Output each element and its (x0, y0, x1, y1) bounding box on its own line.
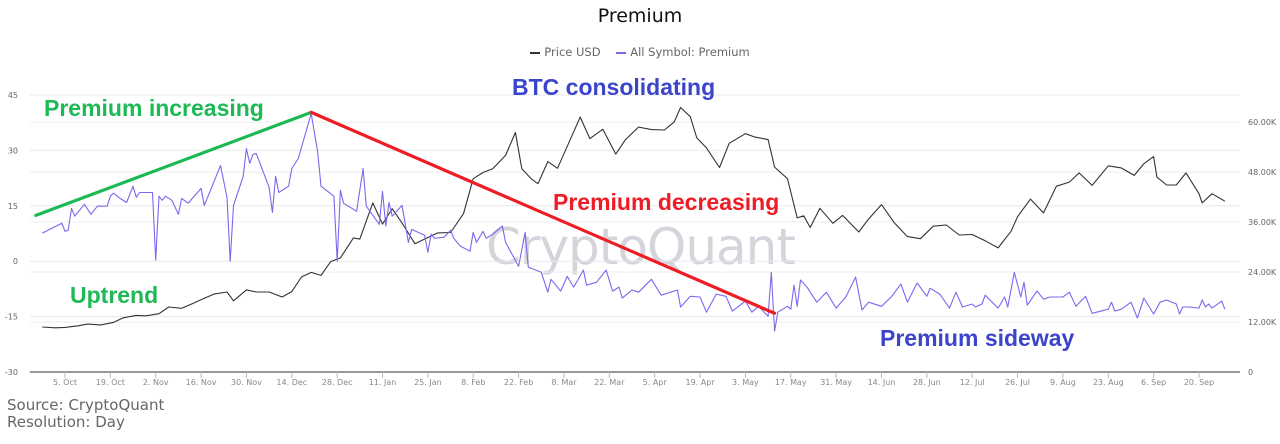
y-right-tick-label: 24.00K (1248, 268, 1277, 277)
x-tick-label: 8. Mar (551, 378, 577, 387)
source-text: Source: CryptoQuant (7, 396, 165, 414)
legend-item-premium[interactable]: All Symbol: Premium (616, 45, 750, 59)
y-left-tick-label: 15 (8, 202, 18, 211)
y-axis-left: 45 30 15 0 -15 -30 (5, 91, 18, 377)
x-tick-label: 31. May (820, 378, 852, 387)
resolution-text: Resolution: Day (7, 413, 125, 431)
annotation-premium-sideway: Premium sideway (880, 325, 1075, 351)
trend-lines (34, 110, 777, 315)
legend-label-premium: All Symbol: Premium (630, 45, 750, 59)
trend-line-increasing (34, 110, 313, 218)
legend: Price USD All Symbol: Premium (0, 45, 1280, 59)
legend-swatch-price (530, 51, 541, 54)
chart-footer: Source: CryptoQuant Resolution: Day (7, 397, 164, 431)
x-tick-label: 28. Jun (913, 378, 941, 387)
x-tick-label: 2. Nov (143, 378, 169, 387)
x-tick-label: 14. Dec (276, 378, 307, 387)
x-tick-label: 22. Mar (594, 378, 625, 387)
y-right-tick-label: 12.00K (1248, 318, 1277, 327)
y-axis-right: 60.00K 48.00K 36.00K 24.00K 12.00K 0 (1248, 118, 1277, 377)
series-line-price-usd (42, 106, 1226, 329)
x-tick-label: 11. Jan (369, 378, 397, 387)
x-tick-label: 17. May (775, 378, 807, 387)
y-right-tick-label: 48.00K (1248, 168, 1277, 177)
trend-line-decreasing (309, 110, 777, 315)
chart-title: Premium (597, 5, 683, 27)
x-tick-label: 9. Aug (1050, 378, 1076, 387)
y-left-tick-label: -15 (5, 313, 18, 322)
series-group (42, 106, 1226, 332)
x-tick-label: 5. Oct (53, 378, 77, 387)
annotation-premium-decreasing: Premium decreasing (553, 189, 780, 215)
legend-swatch-premium (616, 51, 627, 54)
y-left-tick-label: 45 (8, 91, 18, 100)
x-tick-label: 23. Aug (1093, 378, 1124, 387)
y-left-tick-label: 30 (8, 146, 18, 155)
x-tick-label: 30. Nov (231, 378, 262, 387)
x-tick-label: 12. Jul (960, 378, 985, 387)
legend-label-price: Price USD (544, 45, 601, 59)
x-tick-label: 3. May (732, 378, 759, 387)
x-tick-label: 26. Jul (1005, 378, 1030, 387)
annotation-premium-increasing: Premium increasing (44, 95, 264, 121)
series-line-premium (42, 112, 1226, 332)
x-tick-label: 19. Oct (96, 378, 125, 387)
watermark: CryptoQuant (486, 218, 796, 276)
annotation-uptrend: Uptrend (70, 282, 159, 308)
x-tick-label: 6. Sep (1141, 378, 1166, 387)
x-tick-label: 19. Apr (685, 378, 715, 387)
y-right-tick-label: 0 (1248, 368, 1253, 377)
x-tick-label: 8. Feb (461, 378, 485, 387)
legend-item-price[interactable]: Price USD (530, 45, 601, 59)
x-tick-label: 14. Jun (868, 378, 896, 387)
x-tick-label: 5. Apr (643, 378, 668, 387)
x-tick-label: 20. Sep (1184, 378, 1214, 387)
x-tick-label: 28. Dec (322, 378, 353, 387)
x-tick-label: 25. Jan (414, 378, 442, 387)
gridlines (30, 94, 1240, 323)
y-left-tick-label: -30 (5, 368, 18, 377)
x-tick-label: 22. Feb (504, 378, 533, 387)
annotation-btc-consolidating: BTC consolidating (512, 74, 716, 100)
x-axis: 5. Oct 19. Oct 2. Nov 16. Nov 30. Nov 14. Dec… (30, 371, 1240, 387)
y-right-tick-label: 60.00K (1248, 118, 1277, 127)
x-tick-label: 16. Nov (186, 378, 217, 387)
y-left-tick-label: 0 (13, 257, 18, 266)
y-right-tick-label: 36.00K (1248, 218, 1277, 227)
